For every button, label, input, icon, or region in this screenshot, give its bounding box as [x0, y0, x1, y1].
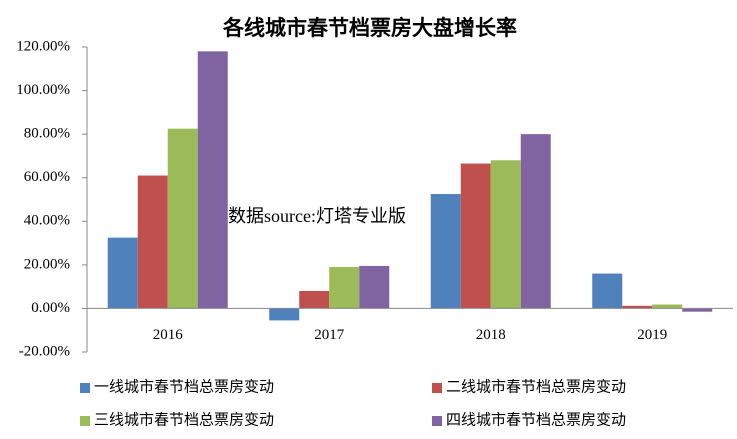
- bar: [592, 273, 623, 309]
- y-tick-label: 100.00%: [16, 82, 70, 98]
- y-tick-label: 120.00%: [16, 38, 70, 54]
- bar: [490, 160, 521, 309]
- y-tick-label: 0.00%: [31, 300, 70, 316]
- bar: [167, 128, 198, 309]
- legend-label: 一线城市春节档总票房变动: [94, 378, 274, 395]
- annotation: 数据source:灯塔专业版: [228, 206, 406, 226]
- legend-swatch: [80, 416, 90, 426]
- y-tick-label: 60.00%: [24, 169, 70, 185]
- x-tick-label: 2016: [153, 327, 184, 343]
- bar: [299, 291, 330, 309]
- chart-title: 各线城市春节档票房大盘增长率: [222, 16, 517, 40]
- y-tick-label: 40.00%: [24, 213, 70, 229]
- bar: [652, 304, 683, 309]
- bar: [329, 267, 360, 309]
- legend-label: 四线城市春节档总票房变动: [446, 411, 626, 428]
- legend-label: 二线城市春节档总票房变动: [446, 378, 626, 395]
- bar: [197, 51, 228, 309]
- bar: [269, 308, 300, 321]
- bar: [137, 175, 168, 309]
- legend-swatch: [432, 416, 442, 426]
- x-tick-label: 2019: [637, 327, 667, 343]
- bar: [430, 194, 461, 309]
- bar: [682, 308, 713, 312]
- x-tick-label: 2017: [314, 327, 345, 343]
- bar: [622, 305, 653, 309]
- bar: [359, 265, 390, 309]
- x-tick-label: 2018: [476, 327, 506, 343]
- y-tick-label: -20.00%: [19, 343, 70, 359]
- bar: [520, 134, 551, 309]
- legend-swatch: [80, 383, 90, 393]
- y-tick-label: 80.00%: [24, 126, 70, 142]
- bar: [460, 163, 491, 309]
- legend-swatch: [432, 383, 442, 393]
- legend-label: 三线城市春节档总票房变动: [94, 411, 274, 428]
- y-tick-label: 20.00%: [24, 256, 70, 272]
- bar: [107, 237, 138, 309]
